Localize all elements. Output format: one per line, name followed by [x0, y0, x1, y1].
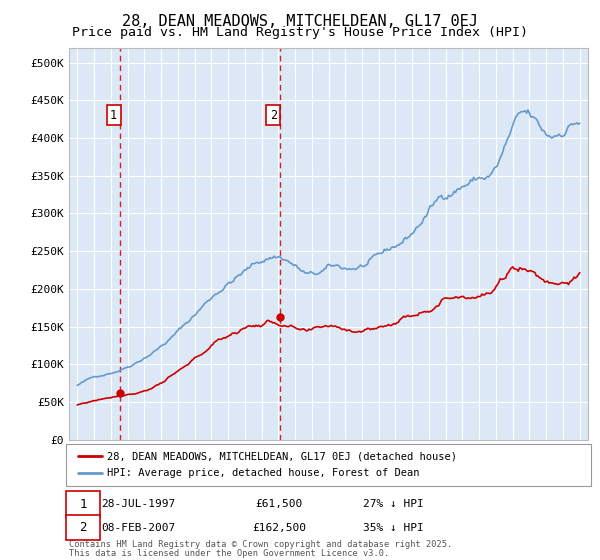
- Text: 35% ↓ HPI: 35% ↓ HPI: [362, 522, 424, 533]
- Text: 28, DEAN MEADOWS, MITCHELDEAN, GL17 0EJ: 28, DEAN MEADOWS, MITCHELDEAN, GL17 0EJ: [122, 14, 478, 29]
- Text: 1: 1: [79, 497, 86, 511]
- Text: HPI: Average price, detached house, Forest of Dean: HPI: Average price, detached house, Fore…: [107, 468, 419, 478]
- Text: 28, DEAN MEADOWS, MITCHELDEAN, GL17 0EJ (detached house): 28, DEAN MEADOWS, MITCHELDEAN, GL17 0EJ …: [107, 451, 457, 461]
- Text: 2: 2: [269, 109, 277, 122]
- Text: 1: 1: [110, 109, 117, 122]
- Text: £162,500: £162,500: [252, 522, 306, 533]
- Text: Price paid vs. HM Land Registry's House Price Index (HPI): Price paid vs. HM Land Registry's House …: [72, 26, 528, 39]
- Text: 27% ↓ HPI: 27% ↓ HPI: [362, 499, 424, 509]
- Text: 28-JUL-1997: 28-JUL-1997: [101, 499, 175, 509]
- Text: 08-FEB-2007: 08-FEB-2007: [101, 522, 175, 533]
- Text: Contains HM Land Registry data © Crown copyright and database right 2025.: Contains HM Land Registry data © Crown c…: [69, 540, 452, 549]
- Text: This data is licensed under the Open Government Licence v3.0.: This data is licensed under the Open Gov…: [69, 549, 389, 558]
- Text: £61,500: £61,500: [256, 499, 302, 509]
- Text: 2: 2: [79, 521, 86, 534]
